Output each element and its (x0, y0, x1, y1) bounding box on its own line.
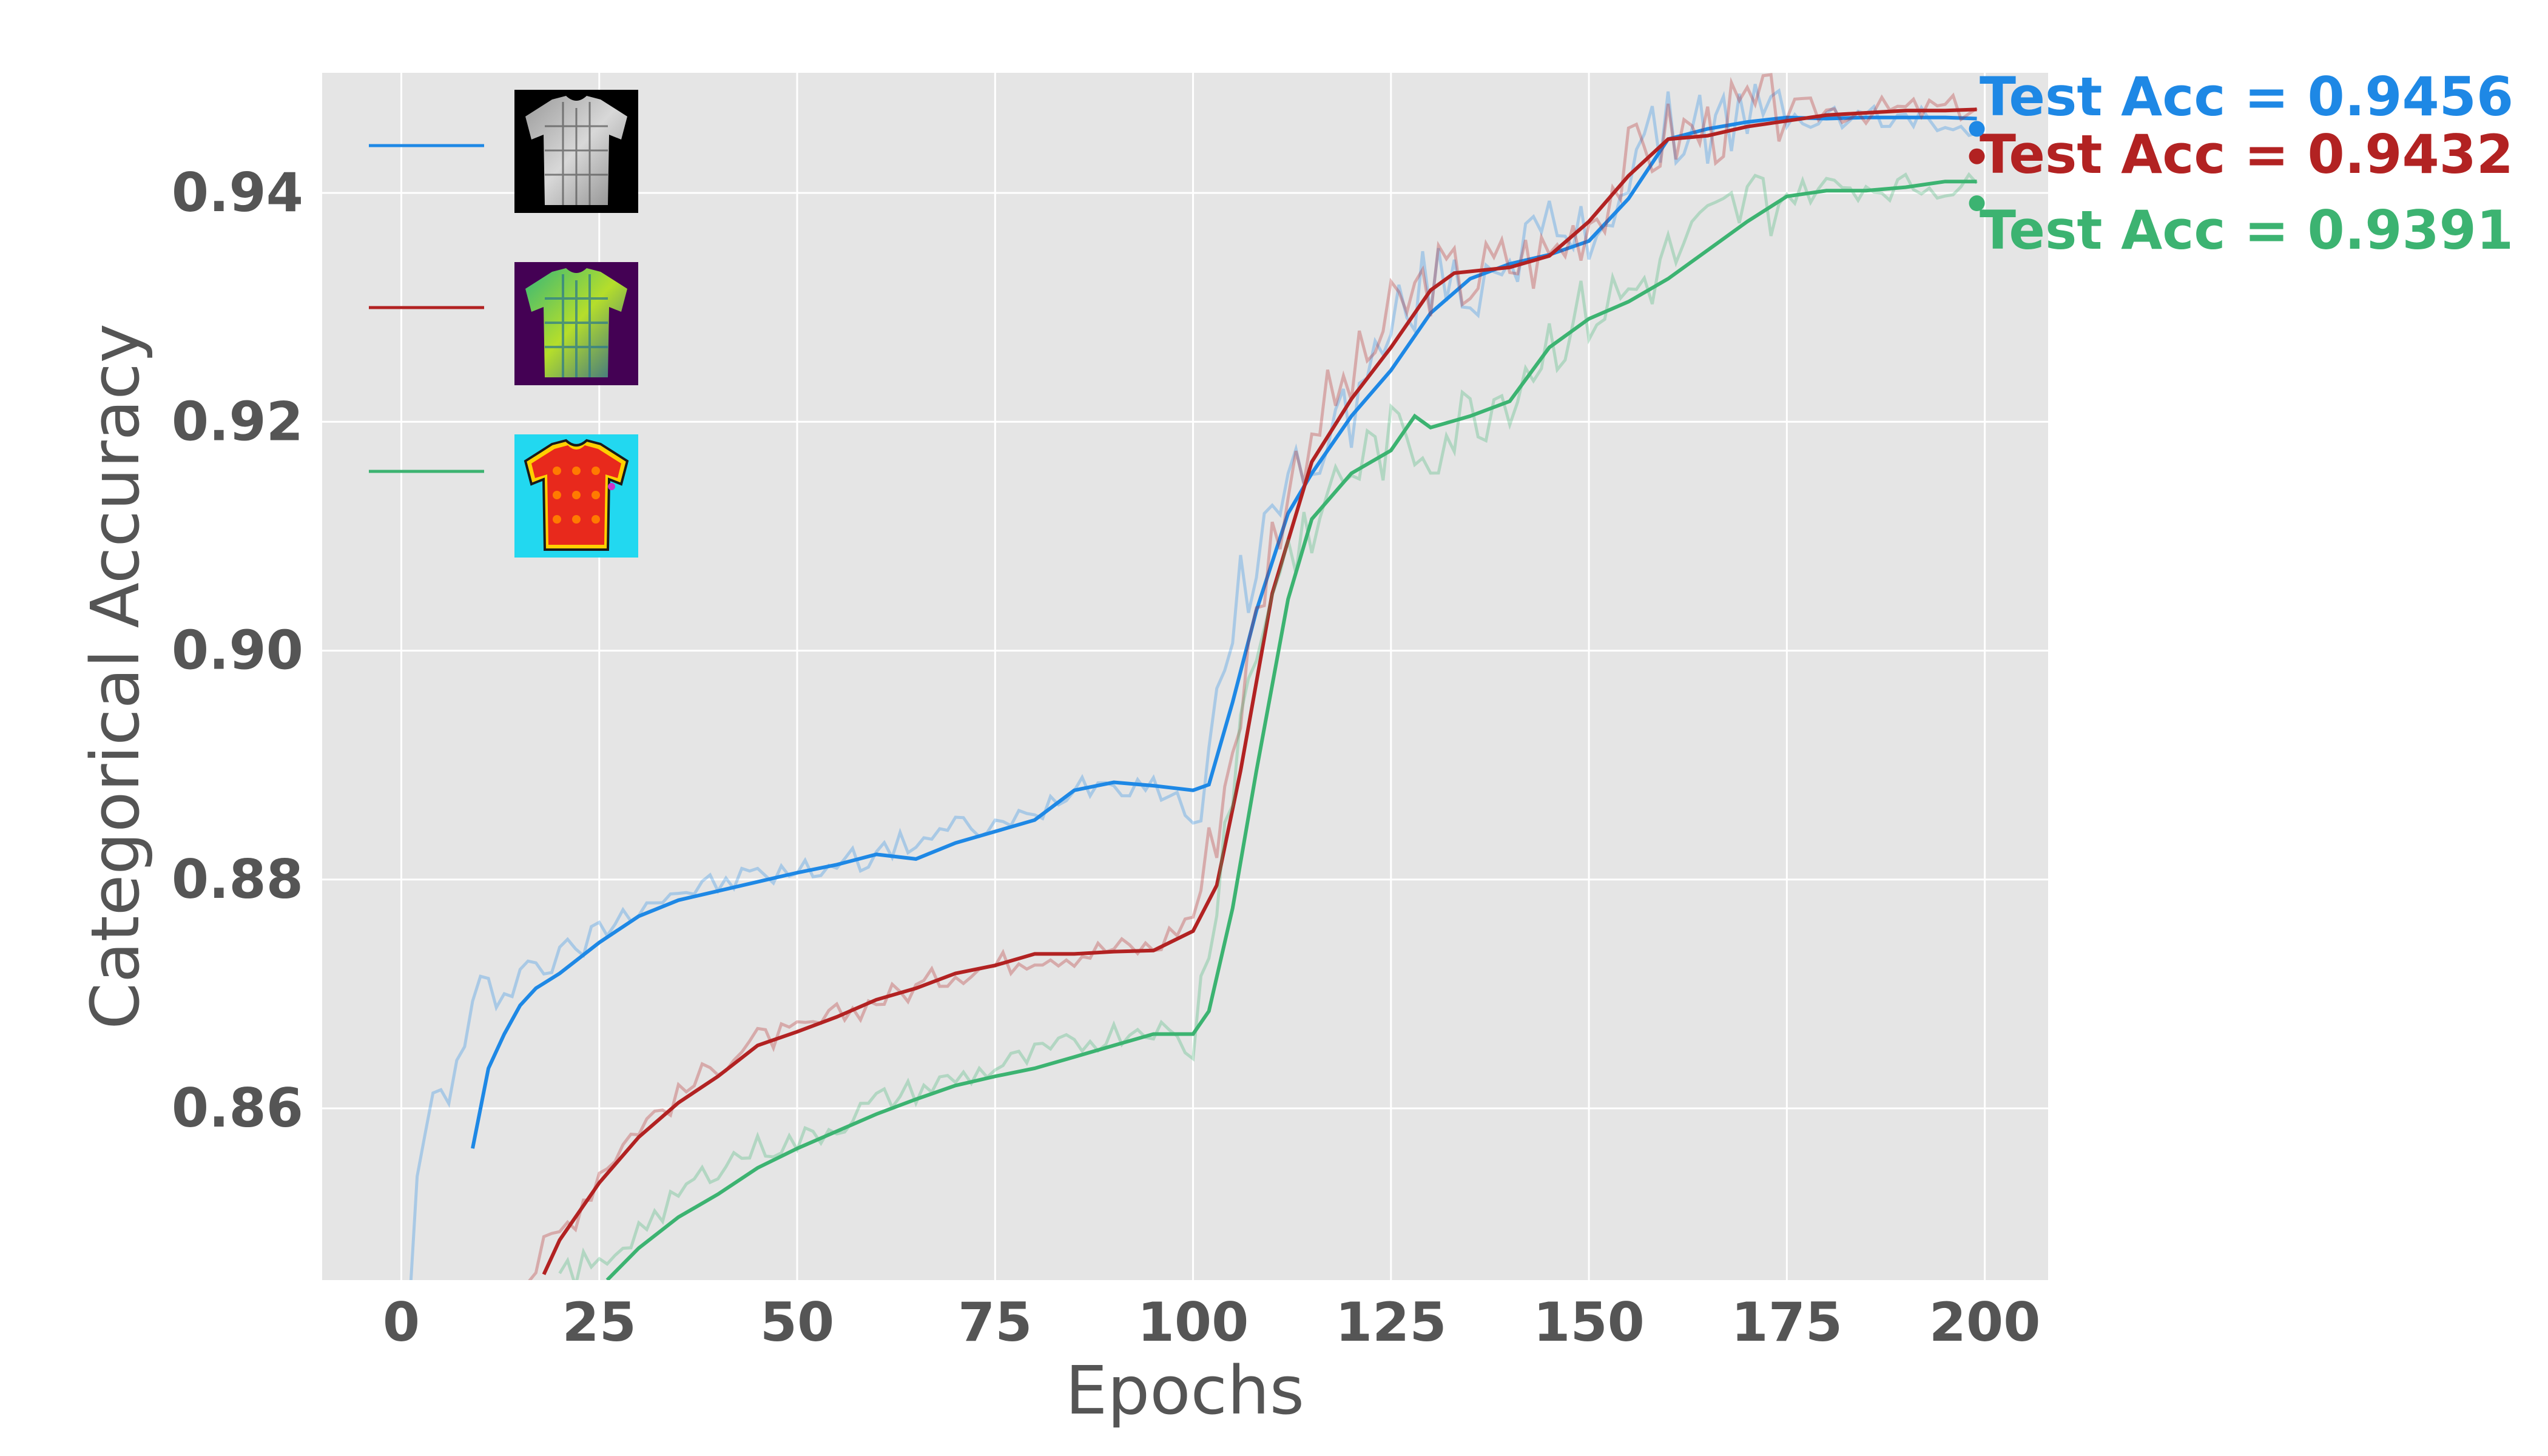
y-tick-label: 0.92 (172, 390, 303, 453)
final-test-acc-point (1969, 148, 1985, 164)
smoothed-accuracy-line (471, 115, 1977, 1149)
x-tick-label: 0 (383, 1291, 420, 1353)
shirt-thumbnail-grayscale (514, 90, 638, 213)
plot-area-background (322, 73, 2048, 1280)
final-test-acc-point (1969, 121, 1985, 137)
x-tick-label: 150 (1533, 1291, 1645, 1353)
x-tick-label: 50 (760, 1291, 834, 1353)
raw-accuracy-line (409, 84, 1978, 1280)
shirt-thumbnail-jet (514, 434, 638, 558)
x-tick-label: 125 (1335, 1291, 1447, 1353)
series-layer (409, 73, 1978, 1280)
test-acc-label: Test Acc = 0.9391 (1980, 199, 2513, 261)
grid-lines (322, 73, 2048, 1280)
x-tick-labels: 0 25 50 75 100 125 150 175 200 (383, 1291, 2041, 1353)
shirt-thumbnail-viridis (514, 262, 638, 385)
final-test-acc-point (1969, 195, 1985, 212)
x-tick-label: 200 (1929, 1291, 2041, 1353)
y-axis-label: Categorical Accuracy (76, 323, 154, 1030)
x-tick-label: 100 (1138, 1291, 1249, 1353)
x-tick-label: 25 (562, 1291, 636, 1353)
x-axis-label: Epochs (1065, 1352, 1304, 1429)
y-tick-label: 0.88 (172, 848, 303, 911)
y-tick-label: 0.90 (172, 619, 303, 682)
x-tick-label: 75 (958, 1291, 1032, 1353)
smoothed-accuracy-line (605, 180, 1977, 1280)
y-tick-labels: 0.86 0.88 0.90 0.92 0.94 (172, 161, 303, 1139)
test-acc-label: Test Acc = 0.9456 (1980, 66, 2513, 128)
y-tick-label: 0.86 (172, 1077, 303, 1139)
y-tick-label: 0.94 (172, 161, 303, 224)
test-acc-label: Test Acc = 0.9432 (1980, 123, 2513, 186)
smoothed-accuracy-line (542, 107, 1977, 1275)
raw-accuracy-line (528, 73, 1978, 1280)
x-tick-label: 175 (1731, 1291, 1842, 1353)
legend (369, 90, 638, 558)
